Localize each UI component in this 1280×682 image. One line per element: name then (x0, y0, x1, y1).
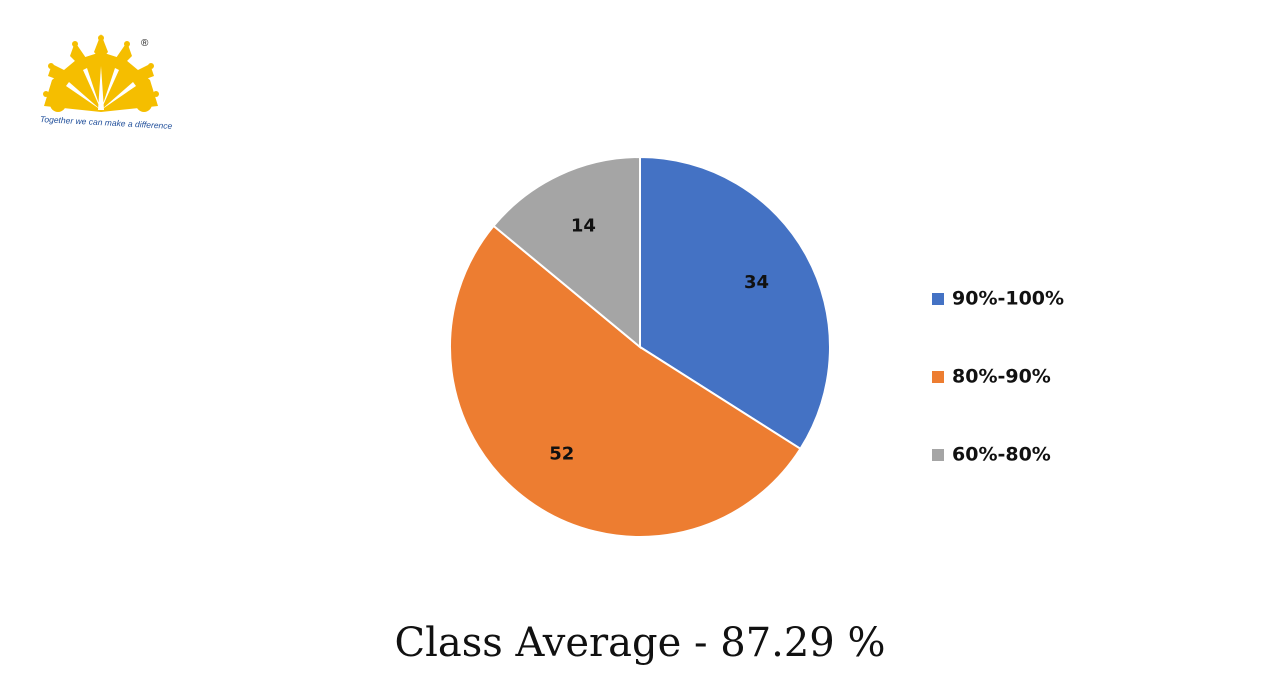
legend-label-3: 60%-80% (952, 444, 1051, 466)
sunburst-logo-icon (43, 34, 159, 112)
pie-data-labels: 34 52 14 (549, 216, 769, 465)
chart-legend: 90%-100% 80%-90% 60%-80% (932, 288, 1064, 466)
pie-slice-1 (639, 155, 831, 451)
legend-swatch-1 (932, 293, 944, 305)
registered-mark: ® (141, 38, 149, 49)
pie-slices (449, 155, 831, 538)
class-average-text: Class Average - 87.29 % (394, 620, 886, 666)
legend-label-1: 90%-100% (952, 288, 1064, 310)
pie-slice-2 (449, 224, 802, 538)
pie-data-label-3: 14 (571, 216, 596, 237)
pie-slice-3 (492, 155, 641, 350)
legend-swatch-3 (932, 449, 944, 461)
pie-data-label-2: 52 (549, 444, 574, 465)
legend-label-2: 80%-90% (952, 366, 1051, 388)
legend-swatch-2 (932, 371, 944, 383)
pie-data-label-1: 34 (744, 272, 769, 293)
